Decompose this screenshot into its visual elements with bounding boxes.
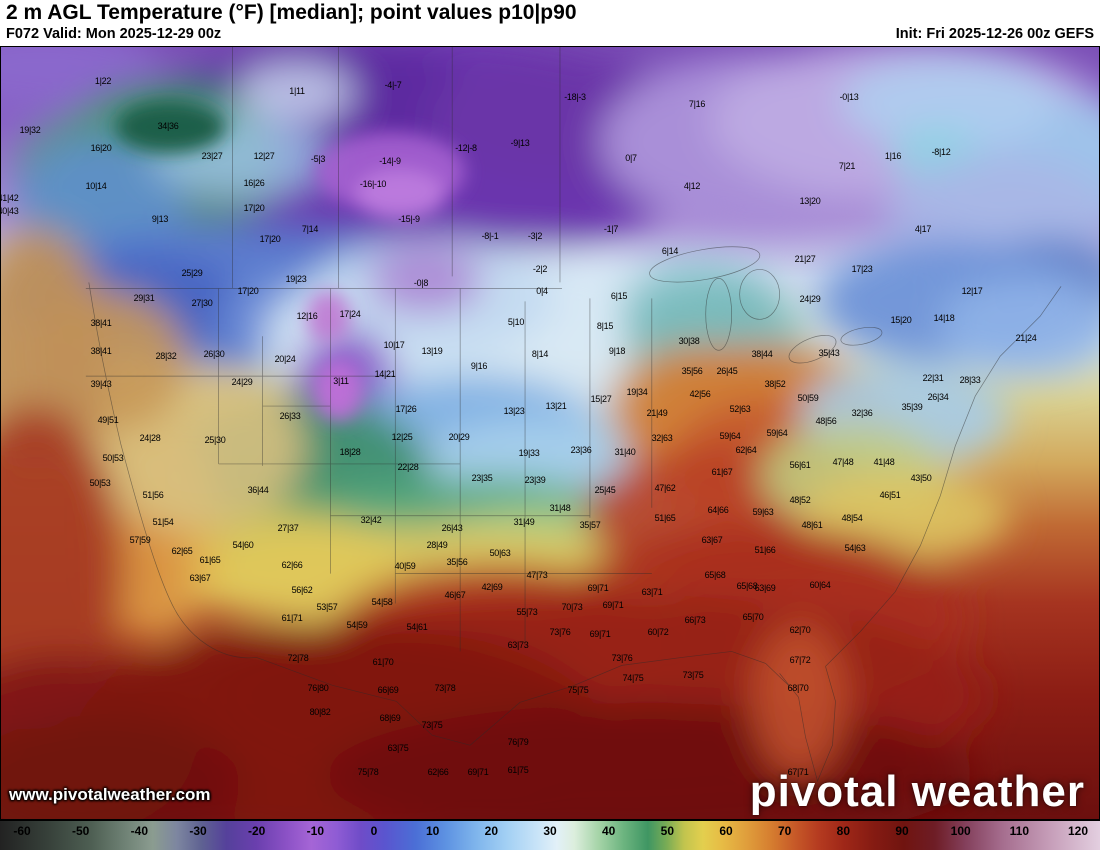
colorbar-tick-label: 20 [484,824,499,838]
colorbar-tick-label: 0 [370,824,378,838]
page-title: 2 m AGL Temperature (°F) [median]; point… [6,1,577,24]
colorbar-tick-label: -60 [13,824,31,838]
colorbar-tick-label: 80 [836,824,851,838]
map-header: 2 m AGL Temperature (°F) [median]; point… [0,0,1100,46]
field-color-blobs [1,47,1099,819]
colorbar-tick-label: 110 [1009,824,1030,838]
colorbar-tick-label: -50 [71,824,90,838]
colorbar-tick-label: -30 [189,824,207,838]
colorbar-tick-label: 70 [777,824,792,838]
colorbar-tick-label: 90 [895,824,909,838]
map-canvas[interactable]: www.pivotalweather.com pivotal weather [0,46,1100,820]
colorbar-tick-label: 50 [660,824,675,838]
colorbar-tick-label: 120 [1067,824,1089,838]
colorbar-tick-label: -40 [130,824,148,838]
watermark: www.pivotalweather.com [9,785,211,804]
colorbar-tick-label: 30 [543,824,557,838]
temperature-field [1,47,1099,819]
colorbar-tick-label: 60 [719,824,733,838]
colorbar-tick-label: -20 [247,824,266,838]
colorbar-tick-label: 40 [601,824,616,838]
valid-time-label: F072 Valid: Mon 2025-12-29 00z [6,26,222,43]
colorbar-tick-label: -10 [306,824,324,838]
init-time-label: Init: Fri 2025-12-26 00z GEFS [895,26,1094,43]
colorbar-tick-label: 100 [950,824,971,838]
colorbar: -60 -50 -40 -30 -20 -10 0 10 20 30 40 50 60 70 80 90 100… [0,820,1100,850]
pivotal-weather-logo: pivotal weather [749,767,1085,816]
geo-boundaries [85,47,1062,783]
colorbar-tick-label: 10 [425,824,440,838]
